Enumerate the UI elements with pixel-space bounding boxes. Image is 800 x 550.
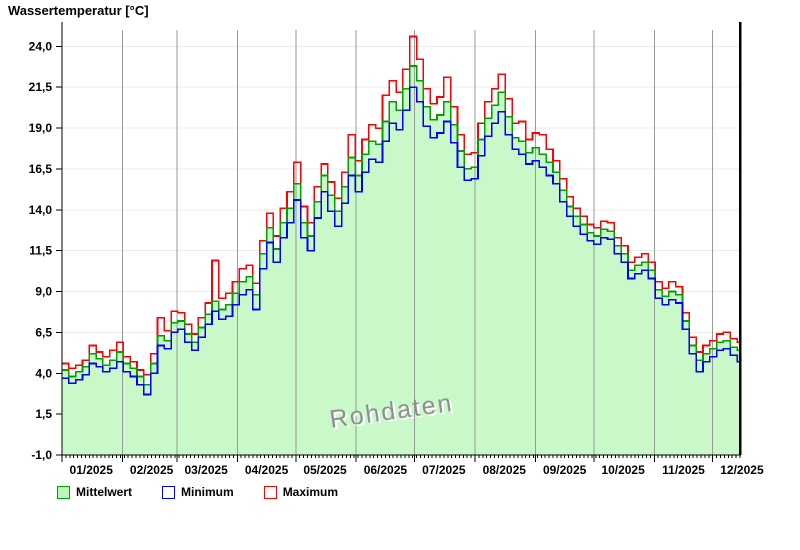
- x-tick-label: 03/2025: [184, 463, 228, 477]
- y-tick-label: 11,5: [29, 244, 52, 258]
- y-tick-label: -1,0: [31, 448, 52, 462]
- y-tick-label: 1,5: [35, 407, 52, 421]
- legend-item-maximum: Maximum: [263, 485, 339, 499]
- y-tick-label: 4,0: [35, 366, 52, 380]
- x-tick-label: 11/2025: [662, 463, 705, 477]
- minimum-swatch-icon: [162, 485, 176, 499]
- y-tick-label: 9,0: [35, 285, 52, 299]
- legend: Mittelwert Minimum Maximum: [57, 485, 338, 499]
- x-tick-label: 12/2025: [720, 463, 764, 477]
- x-tick-label: 06/2025: [364, 463, 408, 477]
- legend-item-minimum: Minimum: [162, 485, 234, 499]
- legend-label-mittelwert: Mittelwert: [76, 485, 133, 499]
- mittelwert-area: [62, 66, 740, 455]
- minimum-line: [62, 86, 740, 396]
- maximum-swatch-icon: [263, 485, 277, 499]
- v-gridlines: [121, 30, 714, 455]
- y-tick-label: 24,0: [29, 39, 53, 53]
- x-tick-label: 08/2025: [483, 463, 527, 477]
- y-tick-label: 21,5: [29, 80, 53, 94]
- x-axis-labels: 01/2025 02/2025 03/2025 04/2025 05/2025 06/20…: [70, 463, 764, 477]
- x-tick-label: 01/2025: [70, 463, 114, 477]
- x-tick-label: 05/2025: [303, 463, 347, 477]
- y-tick-label: 6,5: [35, 325, 52, 339]
- legend-label-maximum: Maximum: [282, 485, 339, 499]
- y-tick-label: 14,0: [29, 203, 53, 217]
- x-tick-label: 10/2025: [601, 463, 645, 477]
- y-axis-labels: -1,0 1,5 4,0 6,5 9,0 11,5 14,0 16,5 19,0 21,5 24,0: [29, 39, 62, 462]
- x-tick-label: 04/2025: [245, 463, 289, 477]
- mittelwert-swatch-icon: [57, 485, 70, 499]
- chart-title: Wassertemperatur [°C]: [8, 3, 149, 18]
- legend-item-mittelwert: Mittelwert: [57, 485, 132, 499]
- legend-label-minimum: Minimum: [181, 485, 234, 499]
- y-tick-label: 16,5: [29, 162, 53, 176]
- y-tick-label: 19,0: [29, 121, 53, 135]
- x-tick-label: 07/2025: [422, 463, 466, 477]
- x-tick-label: 02/2025: [130, 463, 174, 477]
- x-ticks: [61, 455, 741, 462]
- x-tick-label: 09/2025: [543, 463, 587, 477]
